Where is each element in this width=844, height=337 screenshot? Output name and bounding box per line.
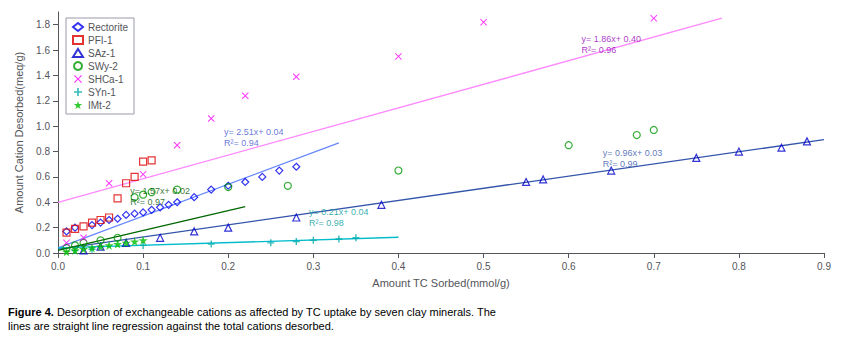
svg-text:y= 0.96x+ 0.03: y= 0.96x+ 0.03: [603, 148, 663, 158]
svg-text:lines are straight line regres: lines are straight line regression again…: [8, 320, 334, 332]
svg-text:0.1: 0.1: [136, 261, 150, 272]
svg-text:R²= 0.98: R²= 0.98: [309, 218, 344, 228]
svg-text:0.2: 0.2: [36, 222, 50, 233]
svg-text:1.6: 1.6: [36, 45, 50, 56]
svg-text:SHCa-1: SHCa-1: [88, 74, 124, 85]
svg-text:0.4: 0.4: [391, 261, 405, 272]
svg-text:0.9: 0.9: [817, 261, 831, 272]
svg-text:IMt-2: IMt-2: [88, 100, 111, 111]
svg-text:Amount TC Sorbed(mmol/g): Amount TC Sorbed(mmol/g): [372, 277, 509, 289]
svg-text:0.6: 0.6: [36, 171, 50, 182]
svg-text:SWy-2: SWy-2: [88, 61, 118, 72]
svg-text:1.4: 1.4: [36, 70, 50, 81]
svg-text:R²= 0.96: R²= 0.96: [581, 45, 616, 55]
svg-text:1.0: 1.0: [36, 121, 50, 132]
svg-text:0.0: 0.0: [51, 261, 65, 272]
svg-text:y= 1.86x+ 0.40: y= 1.86x+ 0.40: [581, 34, 641, 44]
svg-text:1.8: 1.8: [36, 19, 50, 30]
svg-text:y= 0.21x+ 0.04: y= 0.21x+ 0.04: [309, 207, 369, 217]
svg-text:0.3: 0.3: [306, 261, 320, 272]
svg-text:Figure 4.: Figure 4.: [8, 306, 54, 318]
svg-text:y= 2.51x+ 0.04: y= 2.51x+ 0.04: [224, 127, 284, 137]
svg-text:PFI-1: PFI-1: [88, 35, 113, 46]
svg-text:Desorption of exchangeable cat: Desorption of exchangeable cations as af…: [54, 306, 496, 318]
svg-text:0.8: 0.8: [732, 261, 746, 272]
svg-text:y= 1.57x+ 0.02: y= 1.57x+ 0.02: [130, 186, 190, 196]
svg-text:0.6: 0.6: [562, 261, 576, 272]
svg-text:1.2: 1.2: [36, 95, 50, 106]
svg-text:SYn-1: SYn-1: [88, 87, 116, 98]
svg-text:R²= 0.99: R²= 0.99: [603, 159, 638, 169]
svg-text:R²= 0.97: R²= 0.97: [130, 197, 165, 207]
svg-text:Rectorite: Rectorite: [88, 22, 128, 33]
svg-text:SAz-1: SAz-1: [88, 48, 116, 59]
svg-text:0.2: 0.2: [221, 261, 235, 272]
svg-text:0.0: 0.0: [36, 248, 50, 259]
svg-text:0.7: 0.7: [647, 261, 661, 272]
svg-text:0.5: 0.5: [477, 261, 491, 272]
svg-text:0.4: 0.4: [36, 197, 50, 208]
svg-text:Amount Cation Desorbed(meq/g): Amount Cation Desorbed(meq/g): [13, 52, 25, 213]
svg-text:R²= 0.94: R²= 0.94: [224, 138, 259, 148]
svg-text:0.8: 0.8: [36, 146, 50, 157]
